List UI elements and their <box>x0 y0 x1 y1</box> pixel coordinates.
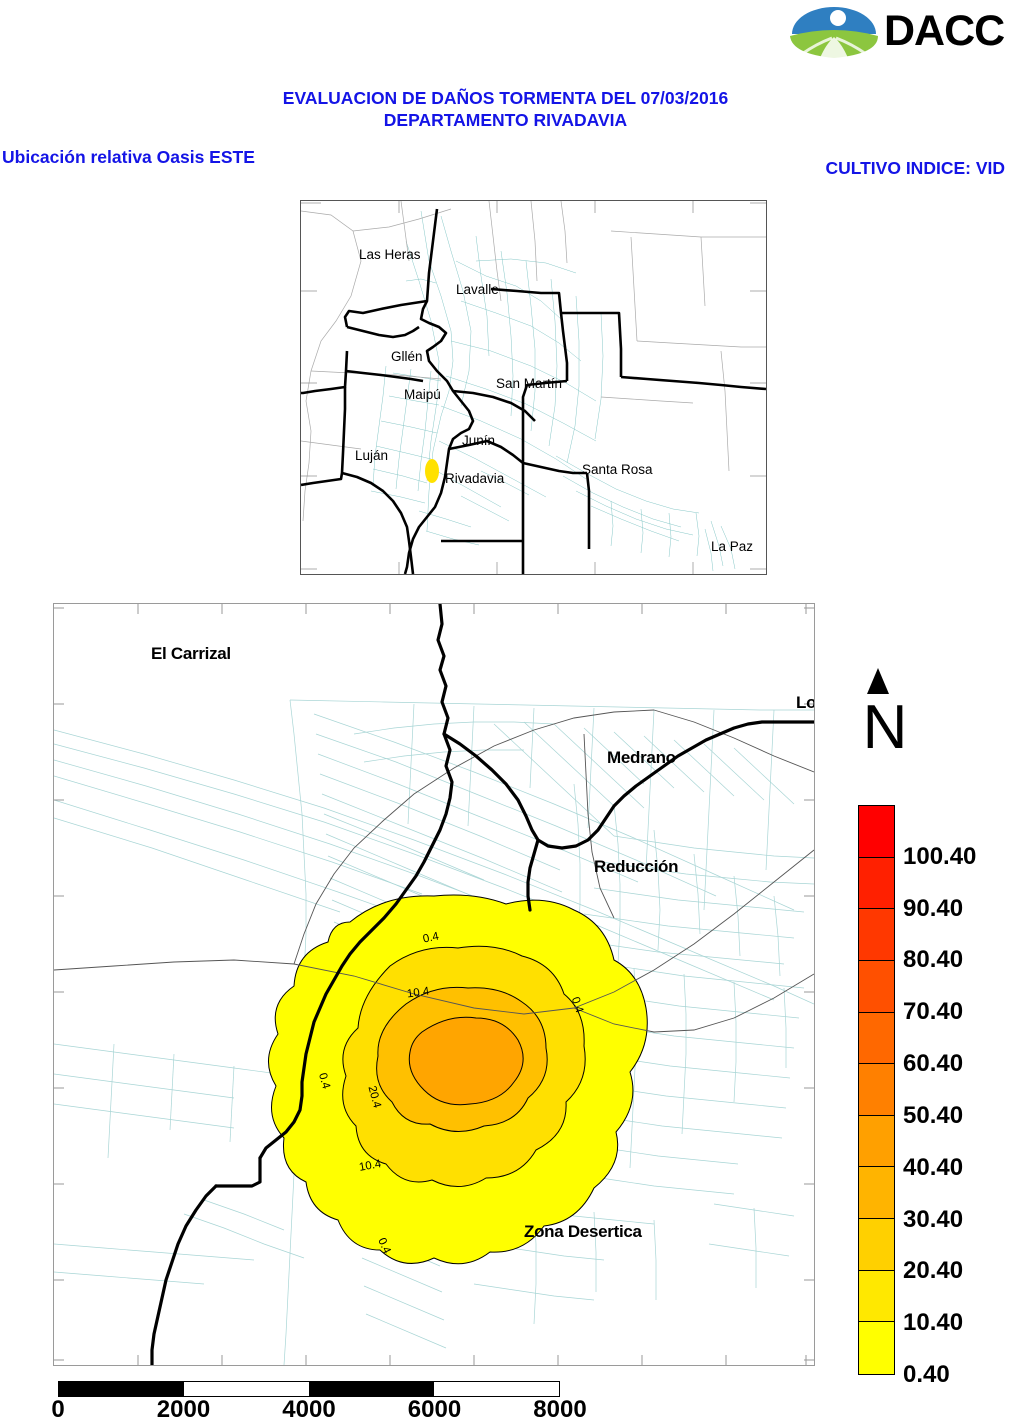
legend-tick-label: 70.40 <box>903 998 964 1026</box>
legend-band <box>859 1012 894 1065</box>
legend-tick-label: 80.40 <box>903 946 964 974</box>
legend-tick-label: 40.40 <box>903 1153 964 1181</box>
legend-tick-label: 60.40 <box>903 1050 964 1078</box>
legend-colorbar <box>858 805 895 1375</box>
dacc-logo-mark <box>790 7 878 58</box>
legend-band <box>859 1167 894 1219</box>
inset-label: San Martín <box>496 376 563 391</box>
inset-label: Junín <box>462 433 496 448</box>
dacc-logo: DACC <box>786 2 1006 62</box>
legend-band <box>859 806 894 858</box>
scale-bar <box>58 1381 560 1397</box>
inset-map-graphic <box>301 201 766 574</box>
main-damage-map: El Carrizal Los Arboles Medrano Reducció… <box>53 603 815 1366</box>
scale-bar-tick: 8000 <box>533 1396 587 1423</box>
scale-bar-segment <box>184 1382 309 1396</box>
inset-label: Lavalle <box>456 282 499 297</box>
scale-bar-tick: 0 <box>51 1396 65 1423</box>
main-map-label: Los Arboles <box>796 693 814 712</box>
inset-label: Maipú <box>404 387 441 402</box>
main-map-label: Reducción <box>594 857 679 876</box>
legend-band <box>859 960 894 1013</box>
inset-label: Luján <box>355 448 389 463</box>
scale-bar-segment <box>434 1382 559 1396</box>
legend-band <box>859 1219 894 1271</box>
legend-band <box>859 1270 894 1323</box>
scale-bar-tick: 4000 <box>282 1396 336 1423</box>
scale-bar-segment <box>59 1382 184 1396</box>
subtitle-crop-index: CULTIVO INDICE: VID <box>825 158 1005 178</box>
legend-band <box>859 1322 894 1374</box>
legend-tick-label: 90.40 <box>903 894 964 922</box>
inset-label: Las Heras <box>359 247 421 262</box>
main-map-label: Medrano <box>607 748 676 767</box>
damage-contours <box>268 894 648 1265</box>
north-arrow-icon <box>867 668 889 694</box>
legend-band <box>859 909 894 961</box>
inset-overview-map: Las Heras Lavalle Gllén Maipú San Martín… <box>300 200 767 575</box>
inset-label: Rivadavia <box>445 471 505 486</box>
legend-band <box>859 1115 894 1168</box>
inset-label: Santa Rosa <box>582 462 653 477</box>
legend-tick-label: 100.40 <box>903 842 977 870</box>
north-arrow: N <box>855 668 915 783</box>
inset-label: Gllén <box>391 349 423 364</box>
legend-tick-label: 10.40 <box>903 1309 964 1337</box>
scale-bar-tick: 2000 <box>156 1396 211 1423</box>
legend-tick-label: 0.40 <box>903 1361 950 1388</box>
legend-tick-label: 50.40 <box>903 1101 964 1129</box>
main-map-label: El Carrizal <box>151 644 231 663</box>
scale-bar-segment <box>309 1382 434 1396</box>
main-map-graphic <box>54 604 814 1365</box>
dacc-logo-text: DACC <box>884 7 1005 55</box>
legend-tick-label: 30.40 <box>903 1205 964 1233</box>
legend-band <box>859 1064 894 1116</box>
legend-tick-label: 20.40 <box>903 1257 964 1285</box>
legend-band <box>859 857 894 910</box>
subtitle-location: Ubicación relativa Oasis ESTE <box>2 147 255 167</box>
scale-bar-tick: 6000 <box>407 1396 462 1423</box>
north-arrow-label: N <box>862 693 908 762</box>
main-map-label: Zona Desertica <box>524 1222 642 1241</box>
page-title-line1: EVALUACION DE DAÑOS TORMENTA DEL 07/03/2… <box>282 88 729 108</box>
page-title-line2: DEPARTAMENTO RIVADAVIA <box>383 110 628 130</box>
inset-label: La Paz <box>711 539 754 554</box>
